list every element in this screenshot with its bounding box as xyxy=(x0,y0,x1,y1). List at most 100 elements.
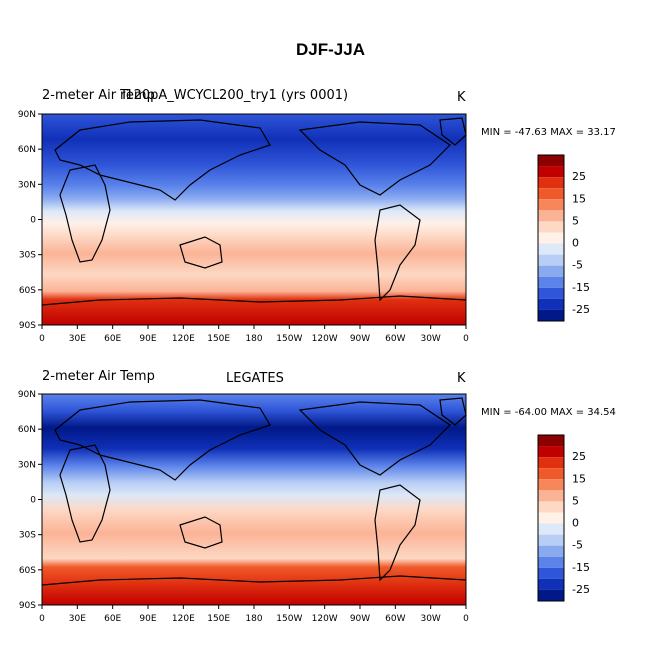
colorbar-swatch xyxy=(538,534,564,546)
colorbar-label: 5 xyxy=(572,494,579,507)
colorbar-swatch xyxy=(538,243,564,255)
colorbar-label: 15 xyxy=(572,472,586,485)
colorbar-swatch xyxy=(538,177,564,189)
lon-tick-label: 150E xyxy=(207,614,230,624)
colorbar-label: -15 xyxy=(572,281,590,294)
panel-2-units: K xyxy=(457,371,466,386)
colorbar-outline xyxy=(537,154,565,322)
lon-tick-label: 30W xyxy=(420,334,440,344)
lon-tick-label: 60W xyxy=(385,614,405,624)
colorbar-label: -5 xyxy=(572,259,583,272)
map-panel-1 xyxy=(41,113,467,326)
panel-1-center-title: r120pA_WCYCL200_try1 (yrs 0001) xyxy=(120,88,349,103)
colorbar-label: -25 xyxy=(572,303,590,316)
colorbar-swatch xyxy=(538,166,564,178)
lat-tick-label: 30N xyxy=(18,180,36,190)
panel-2-stats: MIN = -64.00 MAX = 34.54 xyxy=(481,407,616,418)
lat-tick-label: 60S xyxy=(19,286,36,296)
lat-tick-label: 60N xyxy=(18,425,36,435)
temperature-field-1 xyxy=(42,114,466,325)
colorbar-swatch xyxy=(538,523,564,535)
lon-tick-label: 120W xyxy=(312,614,338,624)
lat-tick-label: 90S xyxy=(19,601,36,611)
lon-tick-label: 60E xyxy=(104,334,121,344)
panel-1-stats: MIN = -47.63 MAX = 33.17 xyxy=(481,127,616,138)
lat-tick-label: 90N xyxy=(18,390,36,400)
panel-1-units: K xyxy=(457,90,466,105)
lat-tick-label: 60N xyxy=(18,145,36,155)
lon-tick-label: 180 xyxy=(245,614,262,624)
lon-tick-label: 0 xyxy=(463,614,469,624)
colorbar-swatch xyxy=(538,512,564,524)
colorbar-swatch xyxy=(538,210,564,222)
colorbar-label: 15 xyxy=(572,192,586,205)
panel-2-left-title: 2-meter Air Temp xyxy=(42,369,155,384)
colorbar-swatch xyxy=(538,265,564,277)
lon-tick-label: 0 xyxy=(463,334,469,344)
colorbar-swatch xyxy=(538,199,564,211)
colorbar-swatch xyxy=(538,578,564,590)
colorbar-label: 25 xyxy=(572,170,586,183)
colorbar-swatch xyxy=(538,435,564,447)
colorbar-swatch xyxy=(538,479,564,491)
lon-tick-label: 150W xyxy=(276,334,302,344)
lat-tick-label: 0 xyxy=(30,496,36,506)
colorbar-swatch xyxy=(538,287,564,299)
lon-tick-label: 90W xyxy=(350,614,370,624)
colorbar-label: 5 xyxy=(572,214,579,227)
colorbar-swatch xyxy=(538,501,564,513)
colorbar-label: 25 xyxy=(572,450,586,463)
lon-tick-label: 180 xyxy=(245,334,262,344)
lon-tick-label: 0 xyxy=(39,334,45,344)
colorbar-swatch xyxy=(538,276,564,288)
lon-tick-label: 120W xyxy=(312,334,338,344)
colorbars: 25 15 5 0 -5 -15 -25 25 15 5 0 -5 -15 -25 xyxy=(537,154,590,602)
lat-tick-label: 30N xyxy=(18,460,36,470)
colorbar-swatch xyxy=(538,556,564,568)
axis-ticks xyxy=(38,113,467,609)
colorbar-label: 0 xyxy=(572,517,579,530)
lon-tick-label: 30E xyxy=(69,614,86,624)
colorbar-label: -15 xyxy=(572,561,590,574)
colorbar-label: -5 xyxy=(572,539,583,552)
lat-tick-label: 0 xyxy=(30,216,36,226)
colorbar-swatch xyxy=(538,188,564,200)
lon-tick-label: 90E xyxy=(139,334,156,344)
lon-tick-label: 30W xyxy=(420,614,440,624)
map-panel-2 xyxy=(41,393,467,606)
panel-1-left-title: 2-meter Air Temp xyxy=(42,88,155,103)
lat-tick-label: 30S xyxy=(19,531,36,541)
colorbar-swatch xyxy=(538,254,564,266)
colorbar-swatch xyxy=(538,298,564,310)
lon-tick-label: 60W xyxy=(385,334,405,344)
lon-tick-label: 60E xyxy=(104,614,121,624)
coastlines-1 xyxy=(41,117,467,306)
colorbar-label: 0 xyxy=(572,237,579,250)
temperature-field-2 xyxy=(42,394,466,605)
colorbar-swatch xyxy=(538,589,564,601)
colorbar-swatch xyxy=(538,155,564,167)
lon-tick-label: 150W xyxy=(276,614,302,624)
figure-title: DJF-JJA xyxy=(296,40,365,59)
lon-tick-label: 150E xyxy=(207,334,230,344)
colorbar-swatch xyxy=(538,446,564,458)
lat-tick-label: 60S xyxy=(19,566,36,576)
lon-tick-label: 120E xyxy=(172,334,195,344)
lon-tick-label: 0 xyxy=(39,614,45,624)
lon-tick-label: 90E xyxy=(139,614,156,624)
colorbar-outline xyxy=(537,434,565,602)
lon-tick-label: 120E xyxy=(172,614,195,624)
lon-tick-label: 90W xyxy=(350,334,370,344)
lat-tick-label: 30S xyxy=(19,251,36,261)
lat-tick-label: 90N xyxy=(18,110,36,120)
colorbar-swatch xyxy=(538,545,564,557)
colorbar-swatch xyxy=(538,567,564,579)
coastlines-2 xyxy=(41,397,467,586)
colorbar-swatch xyxy=(538,457,564,469)
colorbar-swatch xyxy=(538,490,564,502)
colorbar-label: -25 xyxy=(572,583,590,596)
lat-tick-label: 90S xyxy=(19,321,36,331)
colorbar-swatch xyxy=(538,221,564,233)
colorbar-swatch xyxy=(538,468,564,480)
